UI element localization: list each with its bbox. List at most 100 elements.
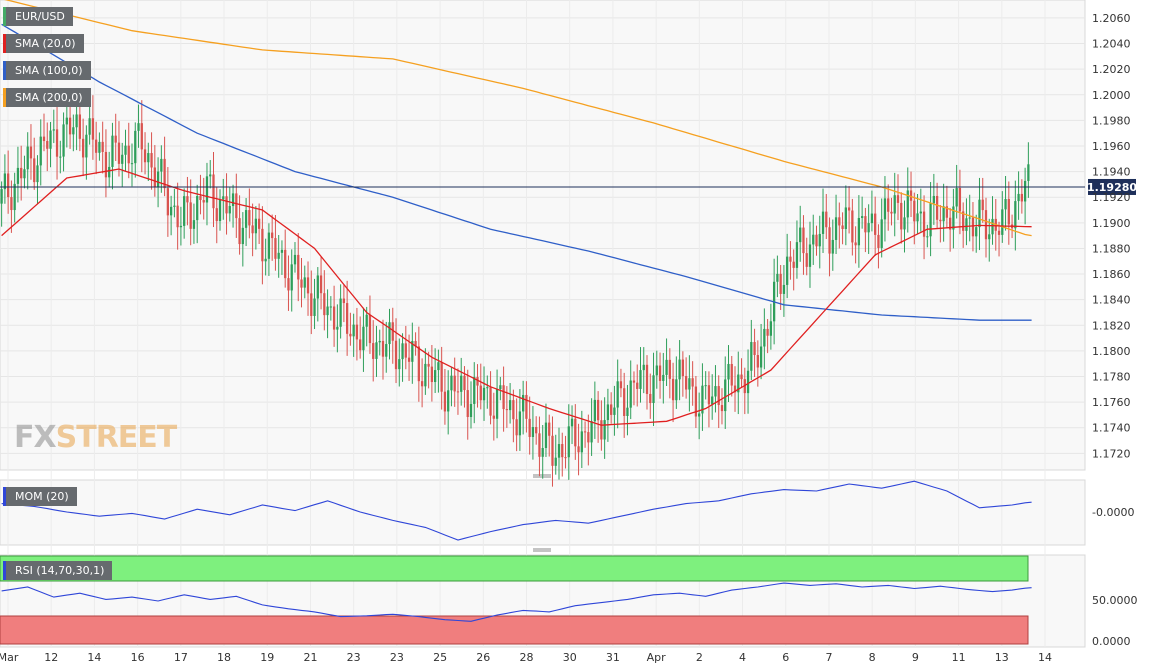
candle-body	[323, 293, 326, 316]
sma100-tag[interactable]: SMA (100,0)	[3, 61, 91, 80]
candle-body	[851, 210, 854, 243]
sma200-tag[interactable]: SMA (200,0)	[3, 88, 91, 107]
candle-body	[310, 293, 313, 316]
candle-body	[284, 249, 287, 279]
candle-body	[20, 167, 23, 179]
candle-body	[860, 216, 864, 218]
candle-body	[792, 261, 795, 268]
candle-body	[16, 167, 20, 184]
x-tick-label: 28	[520, 651, 534, 664]
price-pane[interactable]	[0, 0, 1086, 471]
candle-body	[26, 146, 29, 170]
candle-body	[306, 277, 310, 294]
candle-body	[759, 346, 763, 368]
x-tick-label: 26	[476, 651, 490, 664]
candle-body	[922, 211, 926, 237]
candle-body	[117, 142, 121, 164]
candle-body	[955, 187, 958, 207]
x-tick-label: 19	[260, 651, 274, 664]
price-axis[interactable]: 1.2060 1.2040 1.2020 1.2000 1.1980 1.1960 1.19…	[1092, 12, 1131, 460]
candle-body	[420, 381, 424, 387]
rsi-line	[1, 582, 1032, 622]
time-axis[interactable]: Mar 12 14 16 17 18 19 21 23 23 25 26 28 30 31 Apr 2 4 6 7 8 9…	[0, 651, 1052, 664]
candle-body	[196, 196, 199, 221]
pane-resize-handle[interactable]	[533, 474, 551, 478]
candle-body	[91, 118, 95, 140]
candle-body	[704, 385, 707, 387]
candle-body	[619, 381, 623, 389]
candle-body	[222, 196, 225, 200]
candle-body	[564, 457, 567, 459]
candle-body	[231, 193, 235, 207]
x-tick-label: 23	[347, 651, 361, 664]
candle-body	[434, 370, 437, 383]
candle-body	[636, 382, 639, 389]
candle-body	[864, 216, 867, 233]
candle-body	[404, 343, 407, 358]
x-tick-label: 14	[1038, 651, 1052, 664]
symbol-tag[interactable]: EUR/USD	[3, 7, 73, 26]
candle-body	[339, 298, 342, 327]
candle-body	[779, 273, 782, 294]
candle-body	[345, 303, 349, 334]
candle-body	[62, 124, 65, 157]
candle-body	[750, 342, 753, 371]
candle-body	[101, 141, 104, 152]
candle-body	[407, 357, 411, 362]
candle-body	[33, 158, 36, 183]
candle-body	[958, 187, 962, 212]
y-tick-label: 1.1880	[1092, 242, 1131, 255]
candle-body	[606, 404, 610, 421]
candle-body	[411, 341, 414, 362]
candle-body	[29, 146, 33, 159]
mom-pane[interactable]	[0, 479, 1086, 546]
candle-body	[251, 225, 254, 234]
candle-body	[267, 232, 271, 259]
candle-body	[932, 195, 935, 204]
candle-body	[675, 379, 678, 401]
candle-body	[707, 385, 711, 405]
candle-body	[1017, 193, 1020, 202]
rsi-tag[interactable]: RSI (14,70,30,1)	[3, 561, 113, 580]
candle-body	[916, 213, 919, 222]
y-tick-label: 1.1740	[1092, 422, 1131, 435]
candle-body	[271, 232, 274, 239]
candle-body	[714, 386, 717, 397]
candle-body	[336, 326, 339, 330]
candle-body	[909, 190, 913, 201]
candle-body	[812, 234, 815, 245]
y-tick-label: 1.1720	[1092, 447, 1131, 460]
candle-body	[997, 230, 1001, 235]
x-tick-label: 18	[217, 651, 231, 664]
candle-body	[596, 399, 600, 421]
candle-body	[799, 227, 802, 243]
candle-body	[913, 200, 916, 222]
candle-body	[600, 420, 603, 440]
x-tick-label: 12	[44, 651, 58, 664]
candle-body	[143, 149, 147, 163]
sma20-tag[interactable]: SMA (20,0)	[3, 34, 84, 53]
y-tick-label: 1.2060	[1092, 12, 1131, 25]
candle-body	[212, 174, 215, 209]
candle-body	[264, 258, 267, 262]
candle-body	[583, 431, 587, 433]
candle-body	[49, 130, 52, 149]
x-tick-label: Apr	[647, 651, 667, 664]
mom-tag[interactable]: MOM (20)	[3, 487, 77, 506]
fxstreet-logo: FXSTREET	[14, 420, 177, 455]
candle-body	[440, 362, 443, 392]
candle-body	[3, 173, 7, 190]
candle-body	[1001, 209, 1004, 235]
candle-body	[163, 158, 166, 189]
candle-body	[81, 138, 85, 158]
pane-resize-handle[interactable]	[533, 548, 551, 552]
candle-body	[476, 377, 479, 386]
candle-body	[766, 328, 769, 336]
candle-body	[303, 277, 306, 288]
candle-body	[649, 393, 652, 404]
candle-body	[176, 205, 179, 228]
candle-body	[127, 145, 130, 164]
candle-body	[375, 342, 378, 359]
sma200-line	[4, 0, 1032, 237]
